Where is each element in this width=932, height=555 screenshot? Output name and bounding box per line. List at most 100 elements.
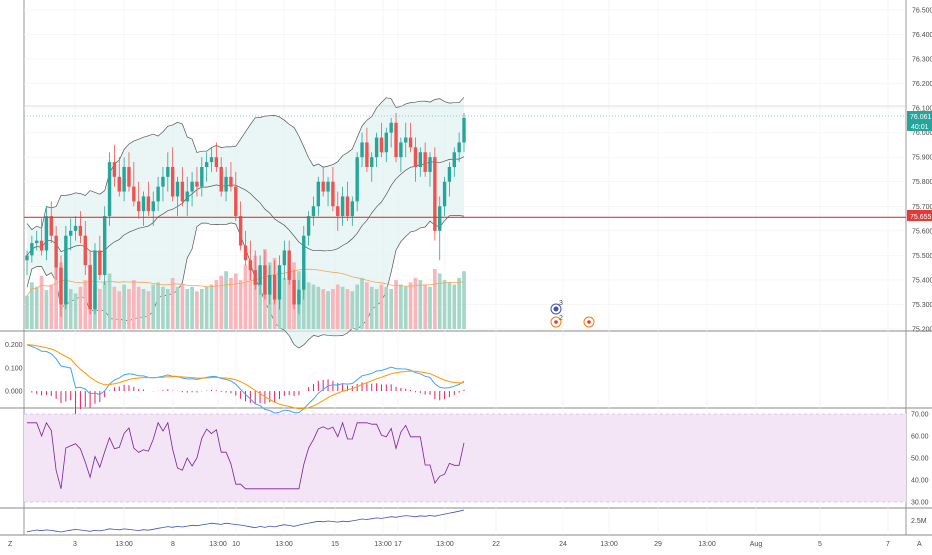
price-tick-label: 75.200 [912, 327, 932, 334]
candle [442, 176, 447, 217]
volume-bar [350, 291, 355, 329]
candle-body [316, 181, 321, 207]
candle [161, 167, 165, 202]
time-axis[interactable]: 3 13:00 8 13:00 10 13:00 15 13:00 17 13:00 22 24 13:… [73, 541, 890, 548]
candle-body [238, 216, 243, 246]
rsi-tick-label: 30.00 [911, 500, 929, 507]
volume-bar [83, 280, 88, 329]
hline-price-badge: 75.655 [907, 210, 932, 221]
volume-bar [195, 291, 199, 329]
bollinger-band-fill [27, 97, 464, 349]
corner-label-right[interactable]: A [917, 541, 922, 548]
candle [374, 132, 379, 167]
volume-bar [340, 286, 345, 329]
candle [214, 142, 219, 172]
candle-body [389, 122, 393, 133]
candle [457, 132, 461, 163]
candle [102, 206, 107, 285]
candle-body [355, 157, 359, 202]
price-tick-label: 76.200 [912, 81, 932, 88]
candle-body [413, 147, 418, 167]
obv-line [26, 509, 465, 533]
volume-bar [117, 291, 122, 329]
volume-bar [433, 269, 437, 329]
candle [282, 240, 287, 280]
corner-label-left[interactable]: Z [8, 541, 13, 548]
price-axis[interactable]: 76.500 76.400 76.300 76.200 76.100 76.000 75.9… [912, 7, 932, 333]
candle-body [263, 265, 267, 295]
candle-body [73, 225, 78, 231]
candle-body [302, 235, 306, 290]
macd-pane[interactable] [26, 344, 465, 415]
volume-bar [306, 282, 311, 329]
obv-pane[interactable] [26, 509, 465, 533]
volume-bar [136, 286, 141, 329]
candle-body [306, 216, 311, 236]
candle-body [292, 279, 296, 305]
price-tick-label: 75.500 [912, 253, 932, 260]
volume-bar [25, 295, 29, 329]
countdown-value: 40:01 [911, 124, 929, 131]
candle-body [219, 167, 223, 192]
volume-bar [214, 280, 219, 329]
volume-bar [185, 289, 190, 329]
candle [30, 235, 34, 263]
candle-body [331, 181, 335, 207]
candle-body [141, 196, 146, 212]
candle-body [190, 181, 194, 192]
event-markers[interactable]: 3 2 [550, 300, 595, 328]
candle [355, 152, 359, 212]
price-tick-label: 75.300 [912, 302, 932, 309]
earnings-event-icon-inner [587, 320, 591, 324]
candle [292, 270, 296, 310]
volume-bar [131, 280, 136, 329]
volume-bar [335, 284, 340, 329]
candle [64, 225, 68, 310]
event-count-a: 3 [559, 300, 563, 307]
candle [365, 127, 369, 172]
candle-body [83, 235, 87, 266]
candle-body [234, 186, 238, 217]
time-tick-label: 13:00 [275, 541, 293, 548]
candle [190, 171, 194, 207]
candle-body [30, 243, 34, 256]
obv-tick-label: 2.5M [911, 518, 927, 525]
rsi-pane[interactable] [27, 421, 465, 490]
candle [78, 211, 83, 244]
candle-body [399, 142, 403, 158]
candle-body [428, 157, 432, 172]
candle-body [156, 186, 160, 202]
time-tick-label: 13:00 [436, 541, 454, 548]
candle-body [204, 162, 209, 167]
candle-body [112, 162, 117, 177]
candlesticks[interactable] [25, 113, 466, 317]
volume-bar [457, 277, 461, 329]
volume-bar [219, 275, 224, 329]
price-tick-label: 76.400 [912, 32, 932, 39]
candle [98, 235, 102, 280]
candle-body [59, 267, 63, 305]
candle [345, 181, 350, 221]
candle [88, 250, 92, 315]
volume-bar [418, 280, 423, 329]
candle [311, 196, 316, 226]
candle-body [39, 240, 44, 251]
volume-bar [399, 284, 403, 329]
candle-body [282, 250, 287, 266]
price-tick-label: 76.000 [912, 130, 932, 137]
candle [408, 122, 413, 153]
volume-bar [34, 286, 39, 329]
candle [93, 243, 97, 315]
volume-bar [369, 286, 374, 329]
candle [418, 147, 422, 177]
price-tick-label: 75.600 [912, 228, 932, 235]
volume-bar [394, 280, 398, 329]
candle-body [394, 122, 398, 158]
candle-body [127, 167, 131, 187]
rsi-tick-label: 40.00 [911, 478, 929, 485]
candle [350, 196, 355, 226]
volume-bar [379, 284, 384, 329]
price-tick-label: 75.400 [912, 277, 932, 284]
volume-bar [374, 289, 379, 329]
